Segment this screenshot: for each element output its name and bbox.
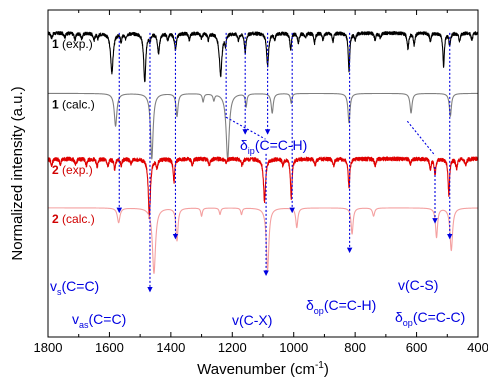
axis-layer: 1800 1600 1400 1200 1000 800 600 400 Wavenumber … [9,10,488,378]
mode-label-3: δip(C=C-H) [240,137,307,156]
mode-label-1: vs(C=C) [50,278,99,297]
mode-label-5: δop(C=C-H) [306,297,376,316]
spectrum-line-4 [47,207,479,274]
spectrum-line-1 [47,30,479,83]
mode-label-6: v(C-S) [398,277,438,293]
x-tick-label-4: 1200 [218,340,247,355]
guide-layer [116,32,453,293]
x-tick-label-7: 600 [406,340,428,355]
series-label-2: 1 (calc.) [52,97,95,111]
x-tick-label-6: 800 [344,340,366,355]
x-tick-label-5: 1000 [279,340,308,355]
mode-label-4: v(C-X) [232,312,272,328]
x-tick-label-1: 1800 [34,340,63,355]
series-label-3: 2 (exp.) [52,163,93,177]
series-label-4: 2 (calc.) [52,212,95,226]
x-tick-label-2: 1600 [95,340,124,355]
mode-label-2: vas(C=C) [72,311,126,330]
label-layer: vs(C=C) vas(C=C) δip(C=C-H) v(C-X) δop(C=C-H… [50,137,465,330]
mode-label-7: δop(C=C-C) [395,309,465,328]
diagonal-guide-1 [225,116,266,140]
x-axis-label: Wavenumber (cm-1) [197,360,329,378]
y-axis-label: Normalized intensity (a.u.) [9,86,26,260]
x-tick-label-8: 400 [467,340,488,355]
diagonal-guide-2 [406,120,436,156]
x-tick-label-3: 1400 [156,340,185,355]
series-label-1: 1 (exp.) [52,37,93,51]
